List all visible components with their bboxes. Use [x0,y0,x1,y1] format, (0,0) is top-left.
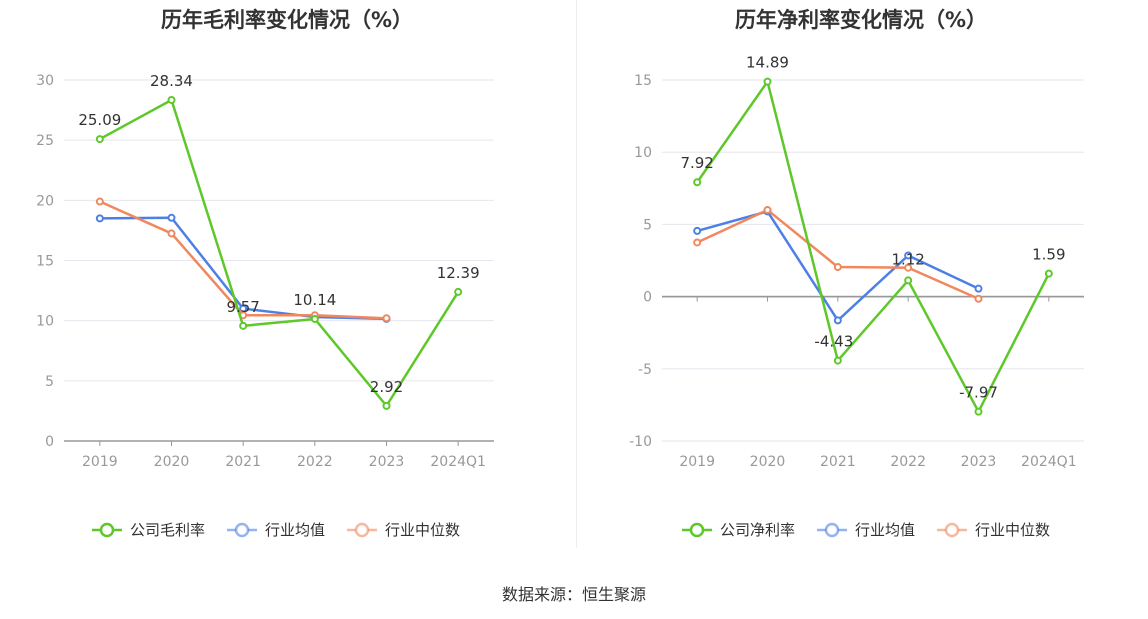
legend-label-company: 公司净利率 [720,521,795,539]
chart-title-gross-margin: 历年毛利率变化情况（%） [160,8,414,32]
x-tick-label: 2022 [297,454,333,470]
legend-marker-avg [234,522,250,538]
legend-label-median: 行业中位数 [385,521,460,539]
chart-title-net-margin: 历年净利率变化情况（%） [734,8,988,32]
data-point-median [974,294,983,303]
data-point-median [693,238,702,247]
panel-divider [576,0,577,548]
x-tick-label: 2024Q1 [430,454,486,470]
data-label: 14.89 [746,54,789,72]
data-point-company [454,287,463,296]
legend-label-median: 行业中位数 [975,521,1050,539]
data-point-median [904,263,913,272]
data-label: 7.92 [680,154,713,172]
data-label: 25.09 [78,111,121,129]
x-tick-label: 2020 [154,454,190,470]
y-tick-label: 0 [45,434,54,450]
x-tick-label: 2019 [82,454,118,470]
data-point-median [833,262,842,271]
y-tick-label: 30 [36,73,54,89]
series-line-median [696,208,980,300]
x-tick-label: 2022 [890,454,926,470]
legend-marker-avg [824,522,840,538]
y-tick-label: 15 [36,254,54,270]
y-tick-label: 5 [643,217,652,233]
data-point-median [382,314,391,323]
legend-marker-company [689,522,705,538]
legend-marker-median [354,522,370,538]
x-tick-label: 2021 [225,454,261,470]
data-label: -7.97 [959,384,998,402]
legend-label-avg: 行业均值 [265,521,325,539]
data-point-avg [974,284,983,293]
x-tick-label: 2020 [750,454,786,470]
data-point-company [763,77,772,86]
y-tick-label: 20 [36,193,54,209]
y-tick-label: 25 [36,133,54,149]
data-point-company [382,401,391,410]
y-tick-label: 15 [634,73,652,89]
legend-label-company: 公司毛利率 [130,521,205,539]
y-tick-label: 0 [643,290,652,306]
data-label: 1.12 [891,250,924,268]
data-point-avg [693,226,702,235]
data-point-company [1044,269,1053,278]
data-point-company [974,407,983,416]
y-tick-label: 10 [36,314,54,330]
data-point-avg [904,251,913,260]
legend-label-avg: 行业均值 [855,521,915,539]
legend-marker-company [99,522,115,538]
chart-0: 0 5 10 15 20 25 30 2019 2020 2021 2022 2023 2024Q1 25… [36,72,494,539]
data-point-avg [167,213,176,222]
x-tick-label: 2021 [820,454,856,470]
data-source: 数据来源：恒生聚源 [501,585,646,604]
y-tick-label: 10 [634,145,652,161]
y-tick-label: -10 [629,434,652,450]
data-point-median [763,205,772,214]
data-point-median [167,229,176,238]
data-point-median [95,197,104,206]
data-point-company [833,356,842,365]
y-tick-label: -5 [638,362,652,378]
data-point-company [239,321,248,330]
series-line-company [99,98,460,408]
series-line-company [696,80,1050,413]
chart-1: -10 -5 0 5 10 15 2019 2020 2021 2022 2023 2024Q1 7.9… [629,54,1084,539]
data-point-company [167,95,176,104]
x-tick-label: 2023 [369,454,405,470]
data-label: 9.57 [226,298,259,316]
data-label: 28.34 [150,72,193,90]
data-point-avg [95,214,104,223]
data-point-avg [833,316,842,325]
data-label: 2.92 [370,378,403,396]
y-tick-label: 5 [45,374,54,390]
x-tick-label: 2024Q1 [1021,454,1077,470]
data-label: 1.59 [1032,246,1065,264]
charts-svg: 0 5 10 15 20 25 30 2019 2020 2021 2022 2023 2024Q1 25… [36,54,1084,539]
data-point-company [310,314,319,323]
x-tick-label: 2023 [961,454,997,470]
data-point-company [904,276,913,285]
data-label: 10.14 [293,291,336,309]
x-tick-label: 2019 [679,454,715,470]
data-label: 12.39 [437,264,480,282]
legend-marker-median [944,522,960,538]
data-point-company [693,178,702,187]
data-point-company [95,135,104,144]
data-label: -4.43 [814,333,853,351]
